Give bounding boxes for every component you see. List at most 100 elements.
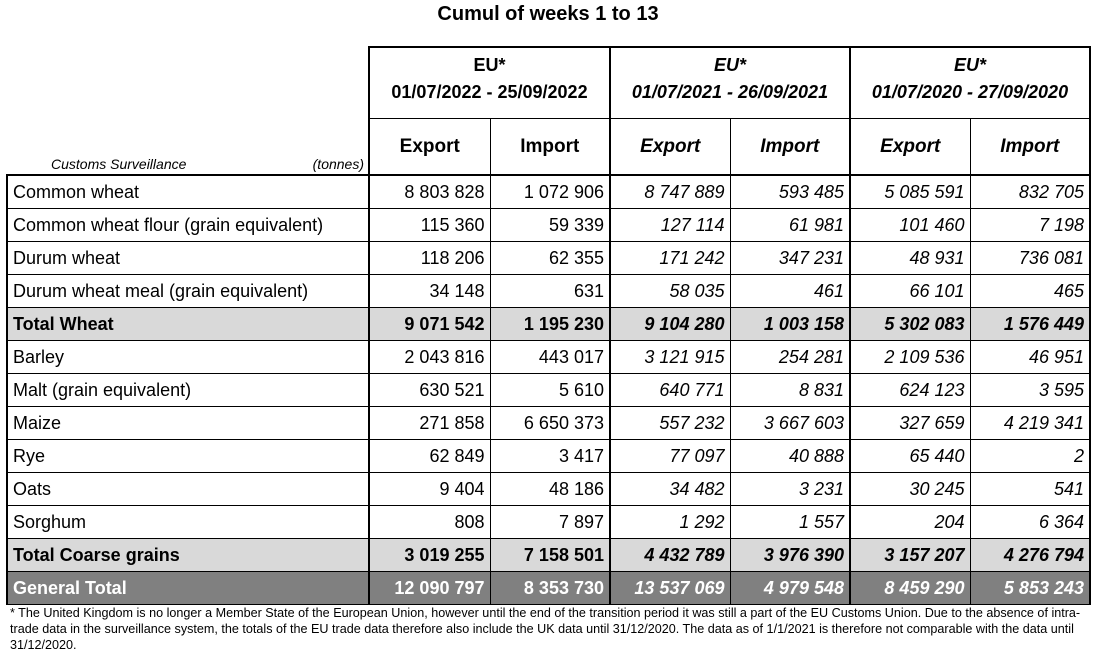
cell-value: 8 353 730 (489, 571, 611, 605)
import-header-2021: Import (729, 118, 851, 176)
cell-value: 3 231 (729, 472, 851, 506)
cell-value: 115 360 (368, 208, 490, 242)
cell-value: 48 186 (489, 472, 611, 506)
cell-value: 2 109 536 (849, 340, 970, 374)
cell-value: 9 404 (368, 472, 490, 506)
cell-value: 736 081 (969, 241, 1091, 275)
footnote: * The United Kingdom is no longer a Memb… (10, 606, 1081, 652)
table-row: General Total 12 090 797 8 353 730 13 537 0… (6, 571, 1091, 605)
cell-value: 9 104 280 (609, 307, 730, 341)
table-row: Sorghum 808 7 897 1 292 1 557 204 6 364 (6, 505, 1091, 539)
cell-value: 1 072 906 (489, 175, 611, 209)
cell-value: 171 242 (609, 241, 730, 275)
table-row: Malt (grain equivalent) 630 521 5 610 640 7… (6, 373, 1091, 407)
cell-value: 5 085 591 (849, 175, 970, 209)
row-label: Durum wheat (6, 241, 370, 275)
cell-value: 1 557 (729, 505, 851, 539)
row-label: Rye (6, 439, 370, 473)
row-label: Barley (6, 340, 370, 374)
cell-value: 443 017 (489, 340, 611, 374)
cell-value: 8 831 (729, 373, 851, 407)
export-header-2021: Export (609, 118, 730, 176)
cell-value: 101 460 (849, 208, 970, 242)
table-row: Durum wheat 118 206 62 355 171 242 347 231 48… (6, 241, 1091, 275)
row-label: Total Coarse grains (6, 538, 370, 572)
cell-value: 1 576 449 (969, 307, 1091, 341)
period-2021-dates: 01/07/2021 - 26/09/2021 (609, 82, 851, 119)
import-header-2022: Import (489, 118, 611, 176)
row-label: Durum wheat meal (grain equivalent) (6, 274, 370, 308)
grain-trade-table: Customs Surveillance (tonnes) EU* EU* EU… (6, 46, 1091, 605)
cell-value: 77 097 (609, 439, 730, 473)
cell-value: 118 206 (368, 241, 490, 275)
export-header-2022: Export (368, 118, 490, 176)
unit-label: (tonnes) (312, 156, 364, 172)
cell-value: 8 459 290 (849, 571, 970, 605)
cell-value: 557 232 (609, 406, 730, 440)
cell-value: 1 195 230 (489, 307, 611, 341)
table-row: Durum wheat meal (grain equivalent) 34 14… (6, 274, 1091, 308)
cell-value: 66 101 (849, 274, 970, 308)
row-label: Total Wheat (6, 307, 370, 341)
corner-header: Customs Surveillance (tonnes) (7, 47, 369, 176)
cell-value: 593 485 (729, 175, 851, 209)
row-label: Sorghum (6, 505, 370, 539)
cell-value: 2 043 816 (368, 340, 490, 374)
table-row: Total Wheat 9 071 542 1 195 230 9 104 280 1 … (6, 307, 1091, 341)
cell-value: 4 276 794 (969, 538, 1091, 572)
row-label: Common wheat flour (grain equivalent) (6, 208, 370, 242)
cell-value: 7 897 (489, 505, 611, 539)
cell-value: 12 090 797 (368, 571, 490, 605)
cell-value: 465 (969, 274, 1091, 308)
table-row: Common wheat 8 803 828 1 072 906 8 747 889 5… (6, 174, 1091, 209)
cell-value: 30 245 (849, 472, 970, 506)
cell-value: 9 071 542 (368, 307, 490, 341)
cell-value: 4 432 789 (609, 538, 730, 572)
cell-value: 7 198 (969, 208, 1091, 242)
cell-value: 3 595 (969, 373, 1091, 407)
cell-value: 40 888 (729, 439, 851, 473)
cell-value: 5 610 (489, 373, 611, 407)
table-row: Common wheat flour (grain equivalent) 115… (6, 208, 1091, 242)
cell-value: 5 853 243 (969, 571, 1091, 605)
row-label: General Total (6, 571, 370, 605)
cell-value: 62 849 (368, 439, 490, 473)
row-label: Oats (6, 472, 370, 506)
row-label: Common wheat (6, 174, 370, 209)
period-2021-region: EU* (609, 46, 851, 82)
cell-value: 204 (849, 505, 970, 539)
cell-value: 4 219 341 (969, 406, 1091, 440)
cell-value: 13 537 069 (609, 571, 730, 605)
cell-value: 127 114 (609, 208, 730, 242)
cell-value: 65 440 (849, 439, 970, 473)
cell-value: 541 (969, 472, 1091, 506)
cell-value: 48 931 (849, 241, 970, 275)
period-2022-region: EU* (368, 46, 611, 82)
cell-value: 3 976 390 (729, 538, 851, 572)
cell-value: 4 979 548 (729, 571, 851, 605)
cell-value: 2 (969, 439, 1091, 473)
cell-value: 461 (729, 274, 851, 308)
table-row: Rye 62 849 3 417 77 097 40 888 65 440 2 (6, 439, 1091, 473)
cell-value: 630 521 (368, 373, 490, 407)
cell-value: 347 231 (729, 241, 851, 275)
cell-value: 8 747 889 (609, 175, 730, 209)
cell-value: 624 123 (849, 373, 970, 407)
cell-value: 6 364 (969, 505, 1091, 539)
cell-value: 59 339 (489, 208, 611, 242)
cell-value: 254 281 (729, 340, 851, 374)
table-row: Total Coarse grains 3 019 255 7 158 501 4 4… (6, 538, 1091, 572)
cell-value: 62 355 (489, 241, 611, 275)
cell-value: 5 302 083 (849, 307, 970, 341)
cell-value: 7 158 501 (489, 538, 611, 572)
cell-value: 3 157 207 (849, 538, 970, 572)
cell-value: 61 981 (729, 208, 851, 242)
page-title: Cumul of weeks 1 to 13 (437, 3, 659, 25)
cell-value: 808 (368, 505, 490, 539)
cell-value: 34 482 (609, 472, 730, 506)
customs-surveillance-label: Customs Surveillance (51, 156, 187, 172)
cell-value: 640 771 (609, 373, 730, 407)
cell-value: 6 650 373 (489, 406, 611, 440)
cell-value: 3 019 255 (368, 538, 490, 572)
table-row: Oats 9 404 48 186 34 482 3 231 30 245 541 (6, 472, 1091, 506)
